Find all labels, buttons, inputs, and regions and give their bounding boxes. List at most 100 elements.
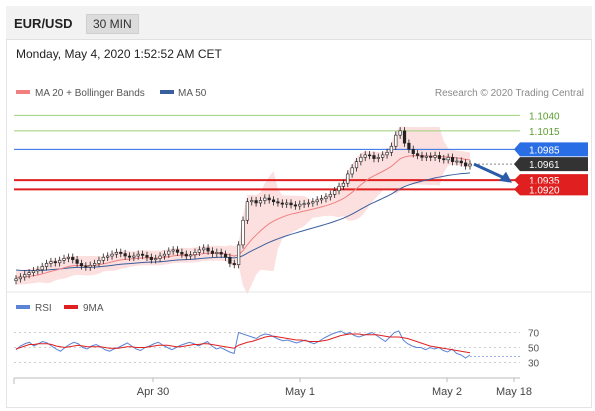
candle-body: [311, 201, 315, 204]
timeframe-badge[interactable]: 30 MIN: [86, 14, 139, 34]
candle-body: [140, 253, 145, 256]
candle-body: [223, 253, 228, 258]
resistance-label: 1.1040: [529, 111, 560, 122]
candle-body: [127, 255, 132, 258]
candle-body: [167, 250, 171, 255]
candle-body: [424, 155, 428, 158]
candle-body: [433, 155, 437, 158]
candle-body: [333, 190, 337, 195]
candle-body: [106, 255, 110, 258]
candle-body: [420, 155, 424, 158]
candle-body: [149, 256, 153, 261]
candle-body: [271, 199, 276, 203]
bollinger-band: [16, 126, 470, 295]
candle-body: [407, 142, 411, 150]
candle-body: [232, 263, 236, 265]
candle-body: [385, 152, 389, 156]
time-tick-label: May 18: [496, 386, 532, 398]
candle-body: [36, 269, 40, 272]
chart-datetime: Monday, May 4, 2020 1:52:52 AM CET: [16, 47, 222, 61]
chart-header: EUR/USD 30 MIN: [6, 6, 592, 40]
candle-body: [210, 250, 215, 254]
ma50-legend-swatch: [160, 90, 174, 94]
last-price-label: 1.0961: [529, 160, 560, 171]
rsi-ma-legend-swatch: [64, 305, 78, 309]
candle-body: [132, 255, 136, 258]
candle-body: [280, 202, 284, 205]
support-tag: [514, 174, 588, 187]
candle-body: [123, 253, 127, 257]
candle-body: [206, 247, 210, 252]
candle-body: [189, 254, 193, 257]
candle-body: [197, 249, 201, 253]
candle-body: [372, 155, 376, 159]
support-label: 1.0935: [529, 176, 560, 187]
candle-body: [315, 199, 319, 203]
rsi-line: [15, 330, 471, 359]
candle-body: [254, 200, 258, 204]
candle-body: [245, 201, 249, 221]
rsi-legend-label: RSI: [35, 303, 52, 314]
candle-body: [306, 202, 311, 205]
candle-body: [324, 196, 328, 199]
candle-body: [402, 130, 407, 144]
ma20-legend-swatch: [16, 90, 30, 94]
candle-body: [293, 204, 297, 207]
candle-body: [119, 252, 123, 254]
rsi-tick-label: 30: [528, 359, 540, 370]
candle-body: [136, 253, 140, 257]
ma20-legend-label: MA 20 + Bollinger Bands: [35, 88, 145, 99]
candle-body: [446, 157, 450, 161]
candle-body: [14, 278, 18, 281]
candle-body: [276, 201, 280, 204]
rsi-legend-swatch: [16, 305, 30, 309]
rsi-ma-legend-label: 9MA: [83, 303, 104, 314]
candle-body: [411, 149, 415, 154]
candle-body: [97, 260, 101, 264]
candle-body: [354, 161, 359, 169]
support-tag: [514, 183, 588, 196]
candle-body: [31, 270, 36, 273]
forecast-arrow-head: [499, 171, 512, 183]
candle-body: [110, 253, 114, 257]
candle-body: [27, 272, 31, 275]
candle-body: [237, 244, 241, 265]
resistance-label: 1.1015: [529, 127, 560, 138]
candle-body: [84, 265, 88, 268]
candle-body: [367, 154, 372, 157]
candle-body: [228, 256, 232, 264]
candle-body: [75, 259, 79, 264]
candle-body: [184, 253, 188, 257]
forecast-arrow-shaft: [473, 162, 507, 181]
candle-body: [267, 197, 271, 201]
candle-body: [442, 158, 446, 161]
candle-body: [62, 258, 66, 261]
last-price-tag: [514, 157, 588, 172]
candle-body: [437, 155, 442, 159]
candle-body: [381, 154, 385, 158]
ma50-legend-label: MA 50: [178, 88, 207, 99]
candle-body: [464, 162, 468, 167]
candle-body: [58, 260, 62, 264]
candle-body: [219, 252, 223, 255]
candle-body: [319, 198, 324, 201]
pivot-label: 1.0985: [529, 145, 560, 156]
candle-body: [455, 160, 459, 163]
candle-body: [44, 263, 49, 267]
candle-body: [359, 157, 363, 162]
rsi-ma-line: [15, 333, 471, 354]
candle-body: [376, 157, 380, 159]
candle-body: [468, 163, 472, 167]
pivot-tag: [514, 142, 588, 157]
candle-body: [79, 263, 84, 267]
candle-body: [53, 261, 57, 264]
candle-body: [71, 256, 75, 261]
candle-body: [459, 160, 463, 164]
candle-body: [302, 203, 306, 205]
candle-body: [40, 266, 44, 270]
candle-body: [180, 252, 184, 255]
candle-body: [450, 157, 455, 162]
research-credit: Research © 2020 Trading Central: [435, 88, 584, 99]
candle-body: [114, 252, 119, 255]
support-label: 1.0920: [529, 185, 560, 196]
